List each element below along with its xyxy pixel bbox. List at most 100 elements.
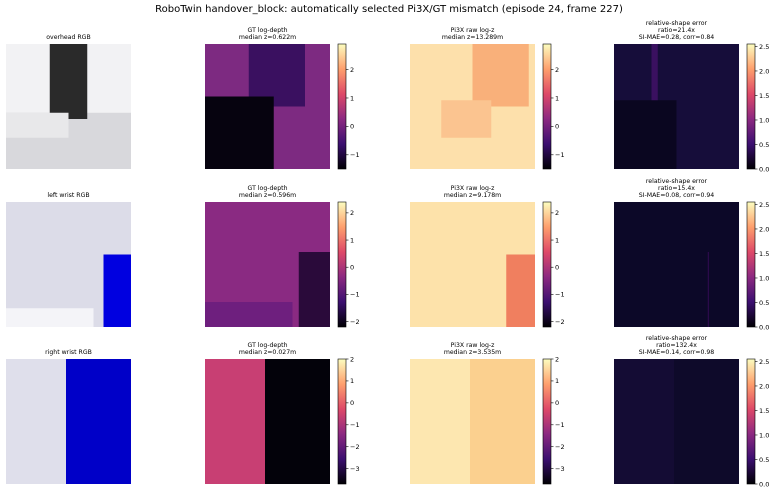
colorbar-tick-label: −2 bbox=[350, 318, 360, 326]
colorbar-tick-label: 2.5 bbox=[759, 358, 769, 366]
image-region bbox=[506, 254, 535, 327]
panel-title: relative-shape error bbox=[646, 178, 708, 185]
colorbar-tick-label: 2 bbox=[555, 209, 559, 217]
colorbar-tick-label: −1 bbox=[555, 291, 565, 299]
colorbar bbox=[746, 201, 756, 328]
colorbar bbox=[542, 358, 552, 485]
panel-title: GT log-depth bbox=[248, 185, 288, 192]
colorbar-tick-label: 0.5 bbox=[759, 299, 769, 307]
colorbar-tick-label: −1 bbox=[350, 421, 360, 429]
image-region bbox=[470, 359, 535, 484]
panel-title: GT log-depth bbox=[248, 27, 288, 34]
panel-image bbox=[410, 202, 535, 327]
panel-title: median z=13.289m bbox=[442, 34, 503, 41]
colorbar-tick-label: 0 bbox=[555, 264, 559, 272]
image-region bbox=[441, 100, 492, 138]
image-region bbox=[707, 252, 709, 327]
image-region bbox=[6, 112, 69, 138]
panel-title: median z=9.178m bbox=[444, 192, 501, 199]
colorbar-tick-label: 1 bbox=[350, 94, 354, 102]
panel-title: right wrist RGB bbox=[45, 349, 92, 356]
colorbar-tick-label: 1 bbox=[555, 94, 559, 102]
colorbar bbox=[337, 358, 347, 485]
panel-title: GT log-depth bbox=[248, 342, 288, 349]
panel-title: median z=0.596m bbox=[239, 192, 296, 199]
panel-image bbox=[614, 359, 739, 484]
colorbar-tick-label: 1.0 bbox=[759, 116, 769, 124]
colorbar-tick-label: −2 bbox=[555, 443, 565, 451]
colorbar-tick-label: 0.5 bbox=[759, 456, 769, 464]
colorbar-tick-label: 0.0 bbox=[759, 480, 769, 488]
panel-title: relative-shape error bbox=[646, 20, 708, 27]
image-region bbox=[205, 96, 274, 169]
panel-image bbox=[6, 359, 131, 484]
colorbar-tick-label: 2.0 bbox=[759, 225, 769, 233]
colorbar-tick-label: 2.5 bbox=[759, 43, 769, 51]
image-region bbox=[298, 252, 330, 327]
colorbar-tick-label: −3 bbox=[350, 465, 360, 473]
colorbar-tick-label: 2 bbox=[555, 66, 559, 74]
panel-image bbox=[614, 44, 739, 169]
image-region bbox=[205, 302, 293, 327]
colorbar-tick-label: 2 bbox=[350, 66, 354, 74]
panel-title: Pi3X raw log-z bbox=[451, 342, 495, 349]
colorbar-tick-label: −2 bbox=[555, 318, 565, 326]
colorbar-tick-label: 0 bbox=[350, 123, 354, 131]
colorbar-tick-label: 1 bbox=[350, 236, 354, 244]
colorbar bbox=[542, 201, 552, 328]
colorbar-tick-label: 1 bbox=[555, 236, 559, 244]
colorbar-tick-label: 0.0 bbox=[759, 323, 769, 331]
panel-image bbox=[205, 202, 330, 327]
image-region bbox=[614, 202, 739, 327]
figure-title: RoboTwin handover_block: automatically s… bbox=[155, 4, 623, 15]
image-region bbox=[651, 44, 658, 107]
panel-title: Pi3X raw log-z bbox=[451, 185, 495, 192]
image-region bbox=[265, 359, 330, 484]
colorbar-tick-label: 1.5 bbox=[759, 250, 769, 258]
colorbar-tick-label: 1.0 bbox=[759, 431, 769, 439]
colorbar-tick-label: 1 bbox=[350, 377, 354, 385]
panel-image bbox=[410, 44, 535, 169]
colorbar bbox=[337, 201, 347, 328]
colorbar-tick-label: 0 bbox=[350, 399, 354, 407]
colorbar-tick-label: −3 bbox=[555, 465, 565, 473]
colorbar-tick-label: 1.0 bbox=[759, 274, 769, 282]
image-region bbox=[614, 100, 677, 169]
panel-title: median z=0.027m bbox=[239, 349, 296, 356]
colorbar bbox=[746, 358, 756, 485]
panel-image bbox=[205, 359, 330, 484]
panel-title: ratio=15.4x bbox=[658, 185, 695, 192]
image-region bbox=[103, 254, 131, 327]
panel-title: SI-MAE=0.14, corr=0.98 bbox=[639, 349, 715, 356]
colorbar-tick-label: 2 bbox=[350, 355, 354, 363]
colorbar-tick-label: −1 bbox=[555, 421, 565, 429]
colorbar-tick-label: −1 bbox=[350, 291, 360, 299]
colorbar-tick-label: 2.0 bbox=[759, 382, 769, 390]
colorbar-tick-label: 1 bbox=[555, 377, 559, 385]
panel-image bbox=[6, 44, 131, 169]
colorbar-tick-label: 0 bbox=[555, 123, 559, 131]
colorbar-tick-label: 2 bbox=[555, 355, 559, 363]
image-region bbox=[674, 359, 739, 484]
colorbar-tick-label: 0 bbox=[350, 264, 354, 272]
image-region bbox=[66, 359, 131, 484]
panel-title: ratio=21.4x bbox=[658, 27, 695, 34]
panel-title: SI-MAE=0.28, corr=0.84 bbox=[639, 34, 715, 41]
colorbar-tick-label: 0.5 bbox=[759, 141, 769, 149]
panel-title: overhead RGB bbox=[46, 34, 90, 41]
colorbar bbox=[337, 43, 347, 170]
panel-title: median z=0.622m bbox=[239, 34, 296, 41]
panel-image bbox=[614, 202, 739, 327]
colorbar-tick-label: 2.0 bbox=[759, 67, 769, 75]
image-region bbox=[6, 308, 94, 327]
panel-image bbox=[6, 202, 131, 327]
panel-title: median z=3.535m bbox=[444, 349, 501, 356]
colorbar-tick-label: 2.5 bbox=[759, 201, 769, 209]
colorbar bbox=[746, 43, 756, 170]
colorbar-tick-label: 1.5 bbox=[759, 92, 769, 100]
image-region bbox=[472, 44, 529, 107]
panel-title: SI-MAE=0.08, corr=0.94 bbox=[639, 192, 715, 199]
panel-image bbox=[410, 359, 535, 484]
colorbar-tick-label: 0 bbox=[555, 399, 559, 407]
